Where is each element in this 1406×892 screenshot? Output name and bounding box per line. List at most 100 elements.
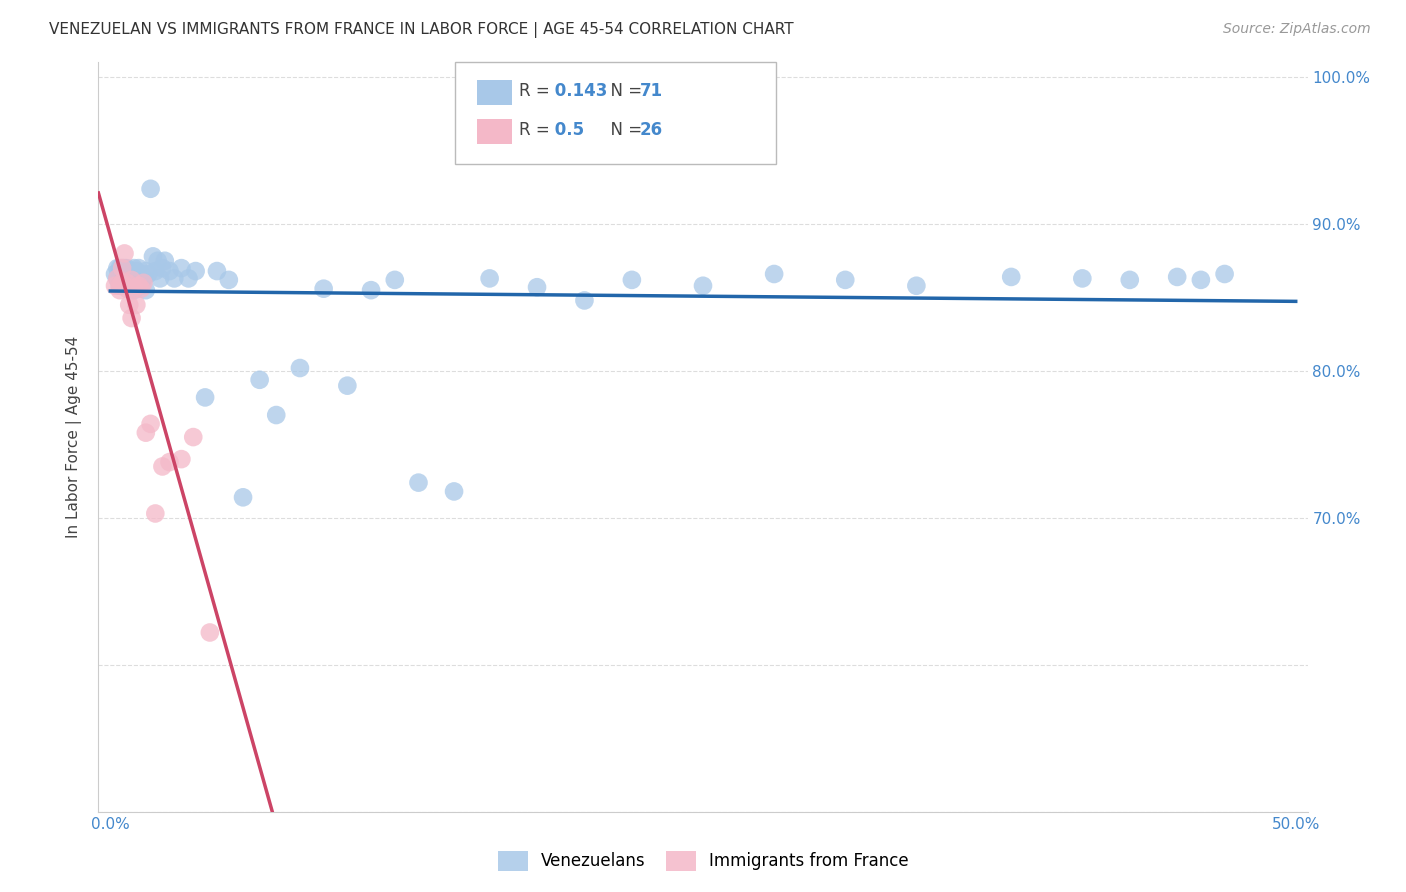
Point [135,283,157,297]
Point [128,276,150,290]
Point [121,311,143,326]
Point [264,408,287,422]
Point [360,283,382,297]
Point [249,373,271,387]
Point [108,271,131,285]
Point [142,249,165,263]
FancyBboxPatch shape [477,119,512,145]
Point [108,283,131,297]
Point [288,361,311,376]
Point [1189,273,1212,287]
Point [114,278,136,293]
Point [336,378,359,392]
Point [129,282,152,296]
Point [163,271,186,285]
Point [104,278,127,293]
Point [121,278,143,293]
Point [115,276,138,290]
Point [114,261,136,276]
Point [135,264,157,278]
Text: 0.143: 0.143 [550,82,607,100]
FancyBboxPatch shape [477,79,512,105]
Point [128,261,150,276]
Text: N =: N = [600,82,648,100]
Text: Source: ZipAtlas.com: Source: ZipAtlas.com [1223,22,1371,37]
Point [152,261,174,276]
Point [118,298,141,312]
Text: N =: N = [600,121,648,139]
Point [763,267,786,281]
Point [111,276,134,290]
Point [574,293,596,308]
Text: VENEZUELAN VS IMMIGRANTS FROM FRANCE IN LABOR FORCE | AGE 45-54 CORRELATION CHAR: VENEZUELAN VS IMMIGRANTS FROM FRANCE IN … [49,22,794,38]
Point [1119,273,1142,287]
Point [1071,271,1094,285]
Point [152,459,174,474]
Point [443,484,465,499]
Point [205,264,228,278]
Point [478,271,501,285]
Point [105,261,128,276]
Point [526,280,548,294]
Point [111,261,134,276]
Point [105,271,128,285]
Point [905,278,928,293]
Point [1213,267,1236,281]
Point [232,491,254,505]
Point [122,282,145,296]
Point [108,278,131,293]
Point [132,271,155,285]
Text: 0.5: 0.5 [550,121,585,139]
Point [159,264,181,278]
Text: 71: 71 [640,82,664,100]
Point [121,267,143,281]
Point [125,278,148,293]
Point [118,276,141,290]
Point [122,283,145,297]
Point [136,267,159,281]
Point [692,278,714,293]
Point [111,268,134,283]
Point [177,271,200,285]
Point [129,267,152,281]
Point [115,282,138,296]
Point [218,273,240,287]
Point [143,264,166,278]
Point [194,391,217,405]
Point [121,273,143,287]
Point [139,417,162,431]
Point [122,271,145,285]
Point [620,273,643,287]
Point [111,276,134,290]
Point [122,261,145,276]
Point [159,455,181,469]
Point [153,253,176,268]
Point [198,625,221,640]
Text: R =: R = [519,82,555,100]
Point [149,271,172,285]
Point [114,271,136,285]
Point [834,273,856,287]
Point [118,264,141,278]
Point [104,267,127,281]
Point [181,430,204,444]
Point [129,278,152,293]
Point [114,278,136,293]
Point [125,298,148,312]
Point [114,246,136,260]
Point [384,273,406,287]
Point [135,425,157,440]
Point [115,278,138,293]
Y-axis label: In Labor Force | Age 45-54: In Labor Force | Age 45-54 [66,336,83,538]
Point [312,282,335,296]
Text: R =: R = [519,121,555,139]
Point [115,261,138,276]
Point [111,261,134,276]
Point [108,278,131,293]
Text: 26: 26 [640,121,664,139]
Point [1166,269,1188,284]
Point [108,261,131,276]
Point [1000,269,1022,284]
Point [408,475,430,490]
Point [139,182,162,196]
